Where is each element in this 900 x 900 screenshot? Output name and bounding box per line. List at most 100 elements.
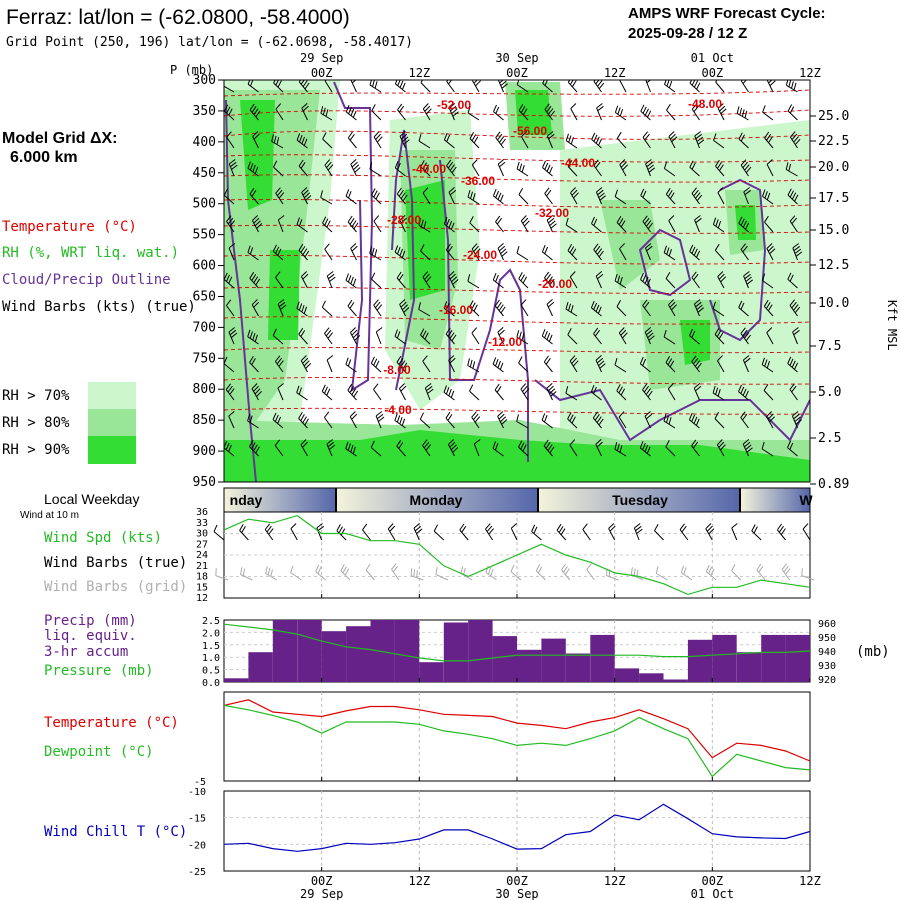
wind-barb: [298, 243, 310, 261]
wind-barb: [789, 299, 801, 317]
wind-barb: [375, 411, 385, 429]
wind-barb: [761, 441, 774, 457]
precip-accum-label: 3-hr accum: [44, 644, 128, 660]
wind-barb: [226, 215, 235, 233]
wind-barb: [469, 384, 480, 401]
model-grid-value: 6.000 km: [10, 149, 78, 166]
height-tick-label: 7.5: [818, 339, 841, 354]
wind-barb: [422, 271, 432, 289]
wind-barb: [520, 299, 529, 317]
wind-barb: [336, 524, 347, 541]
wind-barb: [362, 523, 371, 541]
wind-barb: [418, 218, 431, 233]
legend-rh90: RH > 90%: [2, 442, 70, 458]
wind-barb: [510, 564, 522, 581]
wind-barb: [247, 329, 259, 345]
wind-barb: [654, 524, 664, 541]
wind-barb: [712, 217, 725, 233]
dewpoint-line: [223, 704, 811, 778]
wind-barb: [756, 563, 766, 581]
wind-barb: [565, 133, 578, 149]
wind-barb: [424, 383, 434, 401]
wind-barb: [591, 216, 602, 233]
wind-barb: [595, 355, 606, 373]
wind-barb: [689, 244, 701, 261]
wind-barb: [251, 299, 260, 317]
top-date-label: 30 Sep: [495, 51, 538, 65]
wind-barb: [541, 329, 553, 345]
precip-bar: [639, 673, 664, 682]
wind-barb: [240, 567, 253, 581]
wind-barb: [766, 80, 776, 93]
wind-barb: [371, 188, 382, 205]
time-axes: 00Z 12Z 00Z 12Z 00Z 12Z 29 Sep 30 Sep 01 Oct: [300, 594, 821, 900]
height-tick-label: 20.0: [818, 160, 849, 175]
wind-barb: [742, 355, 751, 373]
wind-barb: [776, 523, 786, 541]
wind-barb: [791, 411, 802, 429]
wind-barb: [521, 131, 529, 149]
pressure-y-tick: 950: [818, 633, 836, 644]
wind-barb: [301, 187, 312, 205]
wind-barb: [445, 411, 455, 429]
wind-barb: [596, 103, 604, 121]
wind-barb: [740, 327, 751, 345]
wind-barb: [399, 131, 410, 149]
wind-barb: [394, 413, 406, 429]
height-tick-label: 17.5: [818, 191, 849, 206]
legend-wind-barbs: Wind Barbs (kts) (true): [2, 299, 196, 315]
wind-barb: [371, 272, 382, 289]
wind-barb: [443, 132, 455, 149]
precip-bar: [321, 631, 347, 682]
wind-barb: [565, 301, 578, 317]
wind-barb: [448, 271, 459, 289]
temperature-contour-label: -44.00: [561, 156, 595, 170]
wind-barb: [590, 300, 602, 317]
wind-barb: [705, 564, 717, 581]
temperature-contour-label: -36.00: [461, 174, 495, 188]
wind-barb: [763, 299, 774, 317]
temperature-contour-label: -12.00: [488, 335, 522, 349]
wind-barb: [448, 355, 456, 373]
wind-y-tick: 24: [196, 550, 208, 561]
wind-barb: [224, 188, 235, 205]
wind-barbs-true-label: Wind Barbs (true): [44, 555, 187, 571]
wind-barb: [373, 299, 383, 317]
wind-barb: [273, 160, 284, 177]
wind-barb: [593, 159, 602, 177]
precip-bar: [736, 652, 762, 682]
wind-barb: [792, 327, 800, 345]
wind-barb: [705, 523, 715, 541]
wind-barb: [394, 245, 406, 261]
wind-barb: [689, 160, 700, 177]
wind-barb: [792, 243, 803, 261]
wind-barb: [787, 104, 798, 121]
wind-barb: [742, 439, 753, 457]
wind-barb: [619, 243, 627, 261]
wind-barb: [323, 411, 333, 429]
wind-barb: [396, 187, 408, 205]
wind-barb: [712, 385, 725, 401]
wind-barb: [324, 243, 333, 261]
wind-barb: [645, 159, 656, 177]
wind-barb: [691, 271, 700, 289]
wind-barb: [715, 159, 725, 177]
weekday-label: Tuesday: [612, 492, 668, 508]
weekday-segment: [538, 488, 740, 512]
wind-barb: [619, 159, 629, 177]
wind-barb: [738, 384, 749, 401]
wind-barb: [665, 187, 676, 205]
pressure-tick-label: 750: [193, 351, 216, 366]
temp-y-tick: -5: [194, 777, 206, 788]
wind-barb: [296, 133, 308, 149]
wind-barb: [644, 243, 653, 261]
wind-barb: [422, 103, 432, 121]
wind-barb: [345, 357, 357, 373]
wind-barb: [644, 327, 655, 345]
temperature-contour-label: -56.00: [513, 124, 547, 138]
wind-barb: [471, 327, 480, 345]
wind-barb: [714, 328, 725, 345]
wind-barb: [679, 523, 689, 541]
precip-bar: [272, 620, 298, 682]
wind-barb: [546, 383, 557, 401]
